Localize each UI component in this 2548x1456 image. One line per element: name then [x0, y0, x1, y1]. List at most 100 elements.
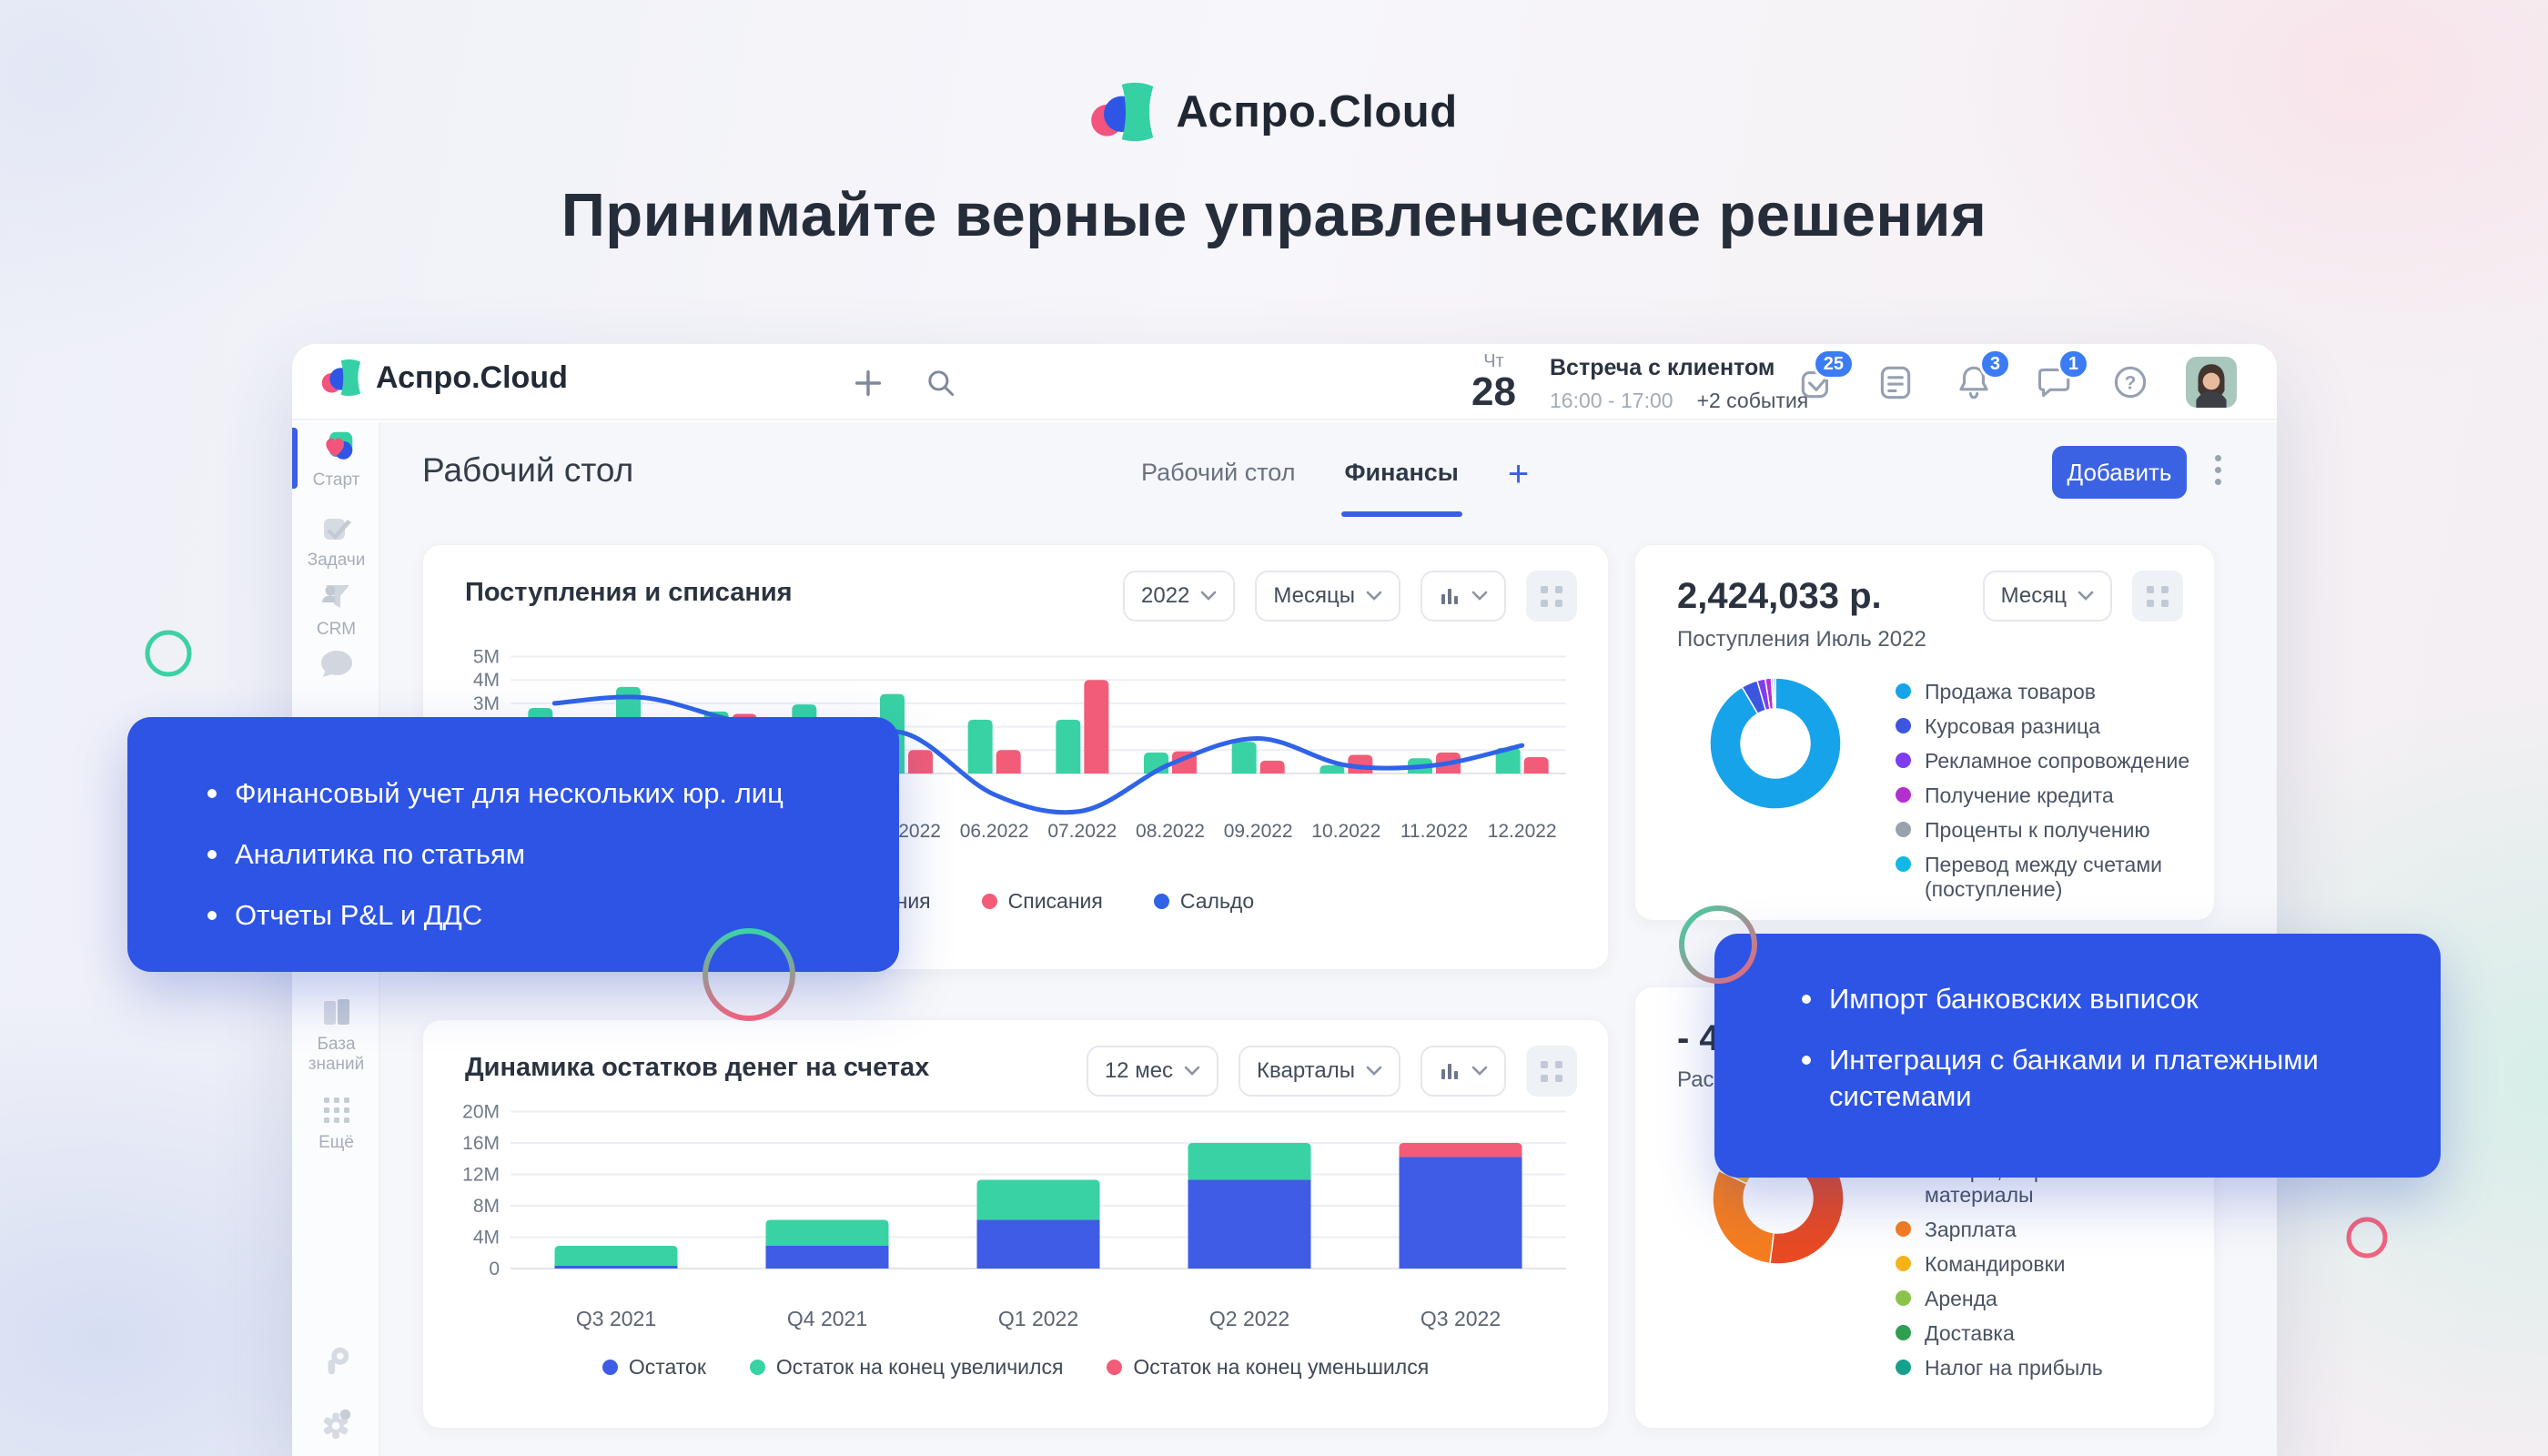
svg-text:Q2 2022: Q2 2022: [1209, 1307, 1289, 1330]
chevron-down-icon: [1471, 591, 1488, 601]
gear-icon: [323, 1409, 350, 1440]
more-options-icon[interactable]: [2215, 455, 2221, 485]
sidebar-item-more[interactable]: Ещё: [292, 1092, 380, 1153]
sidebar-item-start[interactable]: Старт: [292, 428, 380, 490]
chart-type-filter[interactable]: [1421, 571, 1506, 622]
legend-item[interactable]: Проценты к получению: [1896, 818, 2196, 843]
sidebar-pin-button[interactable]: [292, 1343, 380, 1378]
avatar[interactable]: [2186, 357, 2237, 408]
chat-button[interactable]: 1: [2029, 349, 2089, 405]
range-filter[interactable]: 12 мес: [1086, 1046, 1219, 1097]
legend-item[interactable]: Зарплата: [1896, 1218, 2187, 1242]
chart-type-icon: [1441, 1064, 1458, 1079]
legend-dot: [1896, 1256, 1911, 1271]
chart-type-filter[interactable]: [1421, 1046, 1506, 1097]
legend-label: Доставка: [1925, 1321, 2015, 1345]
sidebar-item-knowledge-base[interactable]: База знаний: [292, 994, 380, 1075]
year-filter[interactable]: 2022: [1123, 571, 1236, 622]
sidebar-item-label: Ещё: [318, 1133, 354, 1152]
legend-item[interactable]: Продажа товаров: [1896, 680, 2196, 704]
search-icon: [928, 370, 955, 397]
legend-label: Налог на прибыль: [1925, 1356, 2103, 1380]
sidebar-settings-button[interactable]: [292, 1405, 380, 1440]
legend-dot: [1896, 856, 1911, 872]
legend-item[interactable]: Остаток: [602, 1355, 706, 1380]
legend-item[interactable]: Аренда: [1896, 1287, 2187, 1311]
svg-text:Q3 2021: Q3 2021: [576, 1307, 656, 1330]
legend-item[interactable]: Сальдо: [1153, 889, 1254, 914]
callout-finance-features: Финансовый учет для нескольких юр. лиц Ан…: [127, 717, 899, 972]
app-logo[interactable]: Аспро.Cloud: [321, 359, 568, 397]
legend-item[interactable]: Перевод между счетами (поступление): [1896, 853, 2196, 902]
decorative-ring-gradient: [1679, 905, 1757, 984]
callout-text: Финансовый учет для нескольких юр. лиц: [235, 777, 784, 809]
drag-handle[interactable]: [1526, 1046, 1577, 1097]
calendar-date[interactable]: Чт 28: [1471, 351, 1516, 413]
legend-label: Списания: [1007, 889, 1103, 913]
legend-label: Проценты к получению: [1925, 818, 2150, 842]
callout-bullet-item: Интеграция с банками и платежными систем…: [1802, 1042, 2404, 1115]
incomes-donut-chart: [1709, 677, 1842, 810]
tab-dashboard[interactable]: Рабочий стол: [1141, 459, 1296, 486]
add-button[interactable]: Добавить: [2052, 446, 2187, 499]
period-filter[interactable]: Месяц: [1982, 571, 2112, 622]
add-tab-button[interactable]: +: [1507, 454, 1530, 494]
svg-text:10.2022: 10.2022: [1311, 821, 1380, 842]
bullet-dot: [1802, 1056, 1811, 1065]
legend-item[interactable]: Остаток на конец уменьшился: [1107, 1355, 1429, 1380]
legend-item[interactable]: Списания: [981, 889, 1103, 914]
upcoming-event[interactable]: Встреча с клиентом 16:00 - 17:00 +2 собы…: [1550, 355, 1808, 413]
legend-item[interactable]: Налог на прибыль: [1896, 1356, 2187, 1380]
app-window: Аспро.Cloud Чт 28 Встреча с клиентом 16:…: [292, 344, 2277, 1456]
sidebar-item-crm[interactable]: CRM: [292, 579, 380, 640]
donut-legend: Товары, сырье и материалыЗарплатаКоманди…: [1896, 1158, 2187, 1380]
chart-type-icon: [1441, 589, 1458, 604]
incomes-subtitle: Поступления Июль 2022: [1677, 627, 1926, 652]
legend-item[interactable]: Курсовая разница: [1896, 714, 2196, 739]
tasks-button[interactable]: 25: [1795, 349, 1855, 405]
notifications-button[interactable]: 3: [1951, 349, 2011, 405]
legend-item[interactable]: Доставка: [1896, 1321, 2187, 1346]
legend-dot: [1896, 822, 1911, 837]
period-filter[interactable]: Месяцы: [1255, 571, 1400, 622]
drag-handle[interactable]: [1526, 571, 1577, 622]
legend-item[interactable]: Остаток на конец увеличился: [749, 1355, 1063, 1380]
tasks-icon: [323, 519, 351, 540]
legend-label: Получение кредита: [1925, 784, 2114, 807]
legend-label: Перевод между счетами (поступление): [1925, 853, 2162, 901]
drag-handle[interactable]: [2132, 571, 2183, 622]
legend-label: Продажа товаров: [1925, 680, 2097, 703]
legend-label: Аренда: [1925, 1287, 1997, 1310]
svg-text:3M: 3M: [473, 693, 500, 714]
notes-button[interactable]: [1873, 359, 1918, 405]
search-button[interactable]: [922, 364, 960, 402]
tab-finance[interactable]: Финансы: [1340, 459, 1463, 517]
legend-dot: [602, 1360, 618, 1375]
bullet-dot: [207, 911, 217, 920]
legend-dot: [1896, 1290, 1911, 1306]
donut-legend: Продажа товаров Курсовая разница Рекламное…: [1896, 680, 2196, 902]
card-title: Поступления и списания: [465, 578, 793, 607]
sidebar-item-label: База знаний: [308, 1035, 365, 1074]
help-button[interactable]: ?: [2108, 359, 2153, 405]
svg-text:07.2022: 07.2022: [1047, 821, 1117, 842]
start-icon: [325, 431, 352, 460]
legend-dot: [981, 894, 997, 909]
legend-dot: [1153, 894, 1169, 909]
create-button[interactable]: [849, 364, 887, 402]
brand-logo-icon: [1091, 82, 1154, 142]
svg-text:8M: 8M: [473, 1196, 500, 1217]
chevron-down-icon: [1366, 591, 1382, 601]
main-content: Рабочий стол Рабочий стол Финансы + Добави…: [380, 422, 2277, 1456]
legend-label: Курсовая разница: [1925, 714, 2100, 738]
legend-label: Зарплата: [1925, 1218, 2017, 1241]
sidebar-item-chat[interactable]: [292, 646, 380, 687]
legend-dot: [1896, 683, 1911, 699]
legend-item[interactable]: Рекламное сопровождение: [1896, 749, 2196, 774]
bullet-dot: [207, 789, 217, 798]
decorative-ring-teal: [145, 630, 192, 677]
legend-item[interactable]: Командировки: [1896, 1252, 2187, 1277]
period-filter[interactable]: Кварталы: [1239, 1046, 1400, 1097]
legend-item[interactable]: Получение кредита: [1896, 784, 2196, 808]
sidebar-item-tasks[interactable]: Задачи: [292, 510, 380, 571]
